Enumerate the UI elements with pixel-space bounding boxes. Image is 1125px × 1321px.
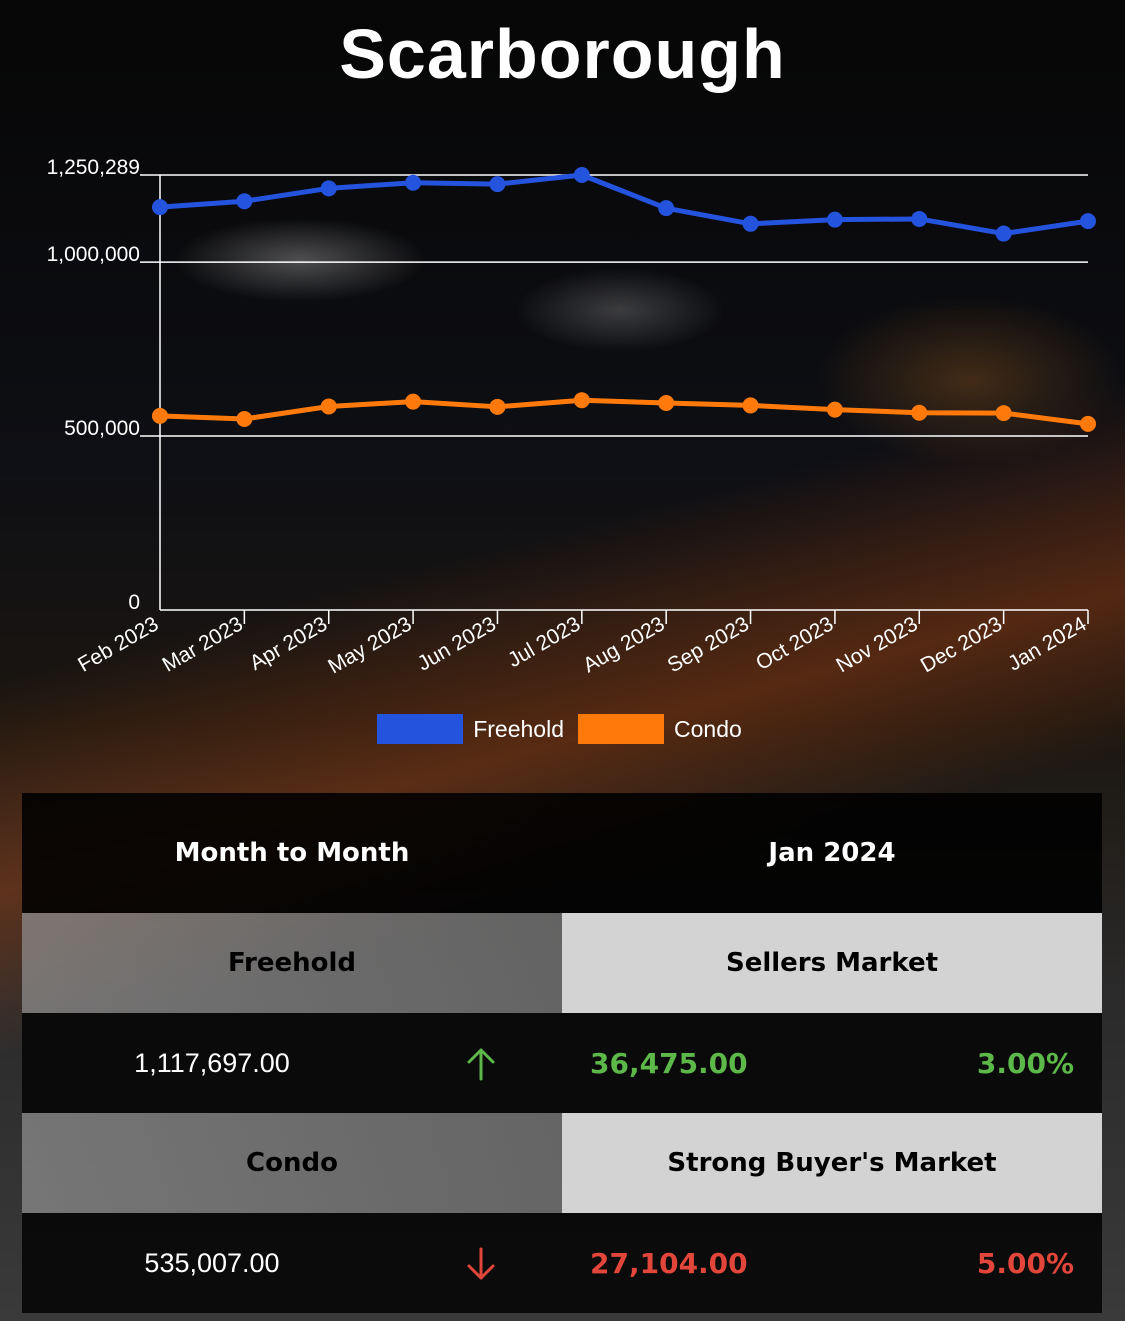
chart-title: Scarborough — [339, 15, 786, 93]
y-tick-label: 1,000,000 — [47, 243, 140, 266]
legend-swatch-condo — [578, 714, 664, 744]
x-tick-label: Sep 2023 — [664, 612, 753, 677]
freehold-type-label: Freehold — [22, 913, 562, 1013]
data-point-freehold — [236, 193, 253, 210]
data-point-condo — [826, 401, 843, 418]
x-tick-label: Feb 2023 — [74, 612, 162, 676]
data-point-freehold — [911, 210, 928, 227]
y-tick-label: 1,250,289 — [47, 156, 140, 179]
data-point-condo — [995, 405, 1012, 422]
data-point-freehold — [405, 174, 422, 191]
x-tick-label: Jan 2024 — [1004, 612, 1091, 675]
freehold-market-status: Sellers Market — [562, 913, 1102, 1013]
series-line-condo — [157, 397, 1091, 427]
condo-market-status: Strong Buyer's Market — [562, 1113, 1102, 1213]
data-point-condo — [1080, 415, 1096, 432]
condo-percent: 5.00% — [976, 1246, 1074, 1280]
data-point-freehold — [320, 180, 337, 197]
data-point-condo — [911, 404, 928, 421]
x-tick-label: Nov 2023 — [832, 612, 921, 677]
x-tick-label: Jun 2023 — [414, 612, 500, 675]
x-tick-label: Aug 2023 — [579, 612, 668, 677]
summary-header-row: Month to Month Jan 2024 — [22, 793, 1102, 913]
data-point-freehold — [658, 200, 675, 217]
data-point-condo — [152, 407, 168, 424]
series-line-freehold — [157, 172, 1091, 237]
data-point-condo — [658, 394, 675, 411]
data-point-freehold — [1080, 213, 1096, 230]
x-tick-label: Apr 2023 — [246, 612, 331, 675]
data-point-freehold — [742, 215, 759, 232]
x-tick-label: Oct 2023 — [752, 612, 837, 675]
chart-legend: Freehold Condo — [0, 712, 1125, 746]
freehold-value-row: 1,117,697.00 36,475.00 3.00% — [22, 1013, 1102, 1113]
period-value: Jan 2024 — [768, 838, 896, 868]
y-tick-label: 500,000 — [64, 417, 140, 440]
data-point-condo — [742, 397, 759, 414]
market-summary-table: Month to Month Jan 2024 Freehold Sellers… — [22, 793, 1102, 1313]
data-point-freehold — [489, 176, 506, 193]
arrow-down-icon — [467, 1247, 495, 1280]
data-point-freehold — [826, 211, 843, 228]
data-point-freehold — [573, 167, 590, 183]
freehold-price: 1,117,697.00 — [134, 1047, 290, 1078]
legend-item-condo[interactable]: Condo — [578, 714, 748, 744]
condo-label-row: Condo Strong Buyer's Market — [22, 1113, 1102, 1213]
condo-price: 535,007.00 — [144, 1247, 280, 1278]
data-point-condo — [489, 398, 506, 415]
freehold-label-row: Freehold Sellers Market — [22, 913, 1102, 1013]
legend-label-freehold: Freehold — [473, 715, 564, 742]
freehold-change: 36,475.00 — [590, 1046, 748, 1080]
gridlines — [140, 174, 1088, 437]
period-label: Month to Month — [174, 838, 410, 868]
legend-item-freehold[interactable]: Freehold — [377, 714, 570, 744]
freehold-percent: 3.00% — [976, 1046, 1074, 1080]
data-point-condo — [320, 398, 337, 415]
x-tick-label: Jul 2023 — [504, 612, 584, 672]
data-point-condo — [236, 410, 253, 427]
data-point-condo — [573, 392, 590, 409]
x-tick-label: May 2023 — [324, 612, 415, 678]
data-point-condo — [405, 393, 422, 410]
series-lines — [152, 167, 1096, 432]
arrow-up-icon — [467, 1048, 495, 1081]
legend-swatch-freehold — [377, 714, 464, 744]
condo-value-row: 535,007.00 27,104.00 5.00% — [22, 1213, 1102, 1313]
legend-label-condo: Condo — [674, 715, 742, 742]
data-point-freehold — [995, 225, 1012, 242]
data-point-freehold — [152, 199, 168, 216]
y-tick-label: 0 — [128, 591, 140, 614]
x-tick-label: Dec 2023 — [917, 612, 1006, 677]
condo-change: 27,104.00 — [590, 1246, 748, 1280]
x-tick-label: Mar 2023 — [159, 612, 247, 676]
condo-type-label: Condo — [22, 1113, 562, 1213]
